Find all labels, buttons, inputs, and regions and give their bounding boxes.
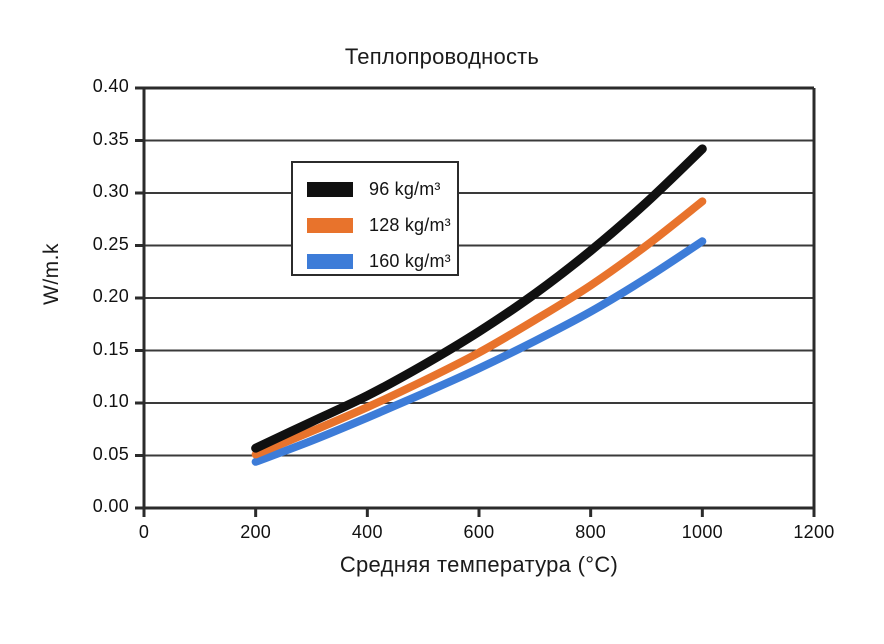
x-axis-tick-label: 0 xyxy=(138,522,150,542)
y-axis-tick-label: 0.40 xyxy=(92,76,129,96)
x-axis-tick-label: 400 xyxy=(351,522,383,542)
x-axis-title: Средняя температура (°C) xyxy=(339,552,619,577)
legend-color-swatch xyxy=(307,181,353,197)
y-axis-tick-label: 0.05 xyxy=(92,443,129,464)
y-axis-tick-label: 0.15 xyxy=(92,338,129,359)
legend-item-label: 128 kg/m³ xyxy=(369,214,451,235)
x-axis-tick-label: 600 xyxy=(463,522,495,542)
x-axis-tick-label: 1000 xyxy=(681,522,723,542)
chart-legend: 96 kg/m³ 128 kg/m³ 160 kg/m³ xyxy=(291,161,459,276)
y-axis-tick-label: 0.25 xyxy=(92,233,129,254)
axis-ticks xyxy=(135,86,816,517)
x-axis-tick-label: 800 xyxy=(575,522,607,542)
legend-color-swatch xyxy=(307,253,353,269)
legend-item: 160 kg/m³ xyxy=(307,246,457,276)
legend-item: 128 kg/m³ xyxy=(307,210,457,240)
data-series-group xyxy=(251,144,707,466)
x-axis-tick-label: 1200 xyxy=(793,522,835,542)
y-axis-tick-label: 0.10 xyxy=(92,391,129,411)
y-axis-tick-label: 0.00 xyxy=(92,496,129,516)
y-axis-tick-label: 0.35 xyxy=(92,128,129,149)
legend-color-swatch xyxy=(307,217,353,233)
legend-item-label: 96 kg/m³ xyxy=(369,178,441,199)
chart-title: Теплопроводность xyxy=(344,44,540,69)
y-axis-tick-label: 0.20 xyxy=(92,286,129,306)
legend-item-label: 160 kg/m³ xyxy=(369,250,451,271)
legend-item: 96 kg/m³ xyxy=(307,174,457,204)
gridlines xyxy=(144,86,814,457)
x-axis-tick-label: 200 xyxy=(240,522,272,542)
y-axis-tick-label: 0.30 xyxy=(92,181,129,201)
